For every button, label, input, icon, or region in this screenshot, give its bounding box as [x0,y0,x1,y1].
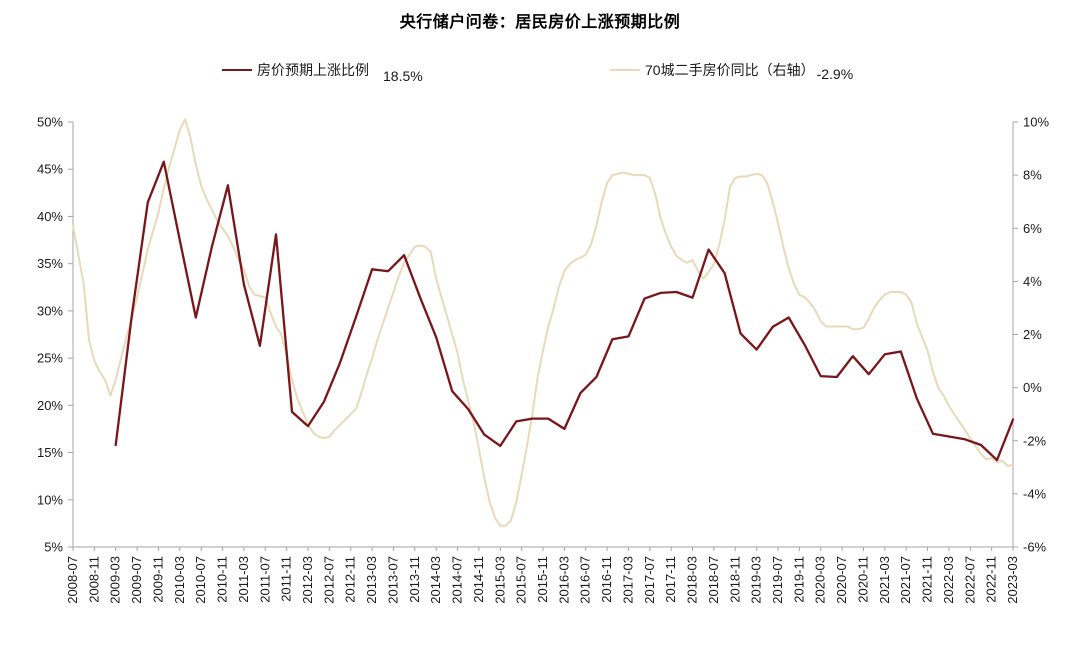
x-tick-label: 2013-07 [385,556,400,604]
y-right-tick-label: 4% [1023,274,1042,289]
y-right-tick-label: 10% [1023,115,1049,130]
x-tick-label: 2009-03 [108,556,123,604]
y-right-tick-label: 2% [1023,327,1042,342]
x-tick-label: 2015-11 [535,556,550,603]
x-tick-label: 2019-07 [770,556,785,604]
y-left-tick-label: 25% [37,351,63,366]
y-left-tick-label: 5% [44,540,63,555]
x-tick-label: 2021-11 [920,556,935,603]
y-right-tick-label: 0% [1023,380,1042,395]
x-tick-label: 2018-11 [727,556,742,603]
x-tick-label: 2022-11 [984,556,999,603]
x-tick-label: 2010-07 [193,556,208,604]
x-tick-label: 2018-03 [685,556,700,604]
x-tick-label: 2016-03 [556,556,571,604]
x-tick-label: 2019-11 [791,556,806,603]
y-right-tick-label: 6% [1023,221,1042,236]
x-tick-label: 2017-11 [663,556,678,603]
x-tick-label: 2021-07 [898,556,913,604]
x-tick-label: 2023-03 [1005,556,1020,604]
legend-item-70city-yoy: 70城二手房价同比（右轴） -2.9% [610,60,854,82]
x-tick-label: 2013-11 [407,556,422,603]
x-tick-label: 2010-03 [172,556,187,604]
x-tick-label: 2008-07 [65,556,80,604]
x-tick-label: 2009-07 [129,556,144,604]
y-left-tick-label: 10% [37,492,63,507]
legend-latest-value-70city-yoy: -2.9% [816,66,854,82]
y-left-tick-label: 45% [37,162,63,177]
y-left-tick-label: 20% [37,398,63,413]
x-tick-label: 2016-11 [599,556,614,603]
x-tick-label: 2011-07 [257,556,272,603]
y-left-tick-label: 15% [37,445,63,460]
x-tick-label: 2014-11 [471,556,486,603]
x-tick-label: 2015-07 [514,556,529,604]
x-tick-label: 2009-11 [150,556,165,603]
series-line-price-expectation [114,160,1015,462]
x-tick-label: 2021-03 [877,556,892,604]
x-tick-label: 2011-11 [279,556,294,602]
x-tick-label: 2012-03 [300,556,315,604]
y-right-tick-label: -4% [1023,486,1047,501]
x-tick-label: 2022-07 [962,556,977,604]
legend-line-swatch-dark-red [222,69,252,71]
legend-label-70city-yoy: 70城二手房价同比（右轴） [645,62,815,78]
y-right-tick-label: 8% [1023,168,1042,183]
legend-latest-value-price-expectation: 18.5% [383,68,423,84]
x-tick-label: 2020-11 [855,556,870,603]
x-tick-label: 2020-03 [813,556,828,604]
legend-item-price-expectation: 房价预期上涨比例 18.5% [222,60,423,84]
x-tick-label: 2013-03 [364,556,379,604]
y-left-tick-label: 50% [37,115,63,130]
x-tick-label: 2008-11 [86,556,101,603]
x-tick-label: 2018-07 [706,556,721,604]
x-tick-label: 2016-07 [578,556,593,604]
x-tick-label: 2019-03 [749,556,764,604]
x-tick-label: 2017-03 [620,556,635,604]
x-tick-label: 2011-03 [236,556,251,603]
legend-line-swatch-beige [610,69,640,71]
x-tick-label: 2012-07 [321,556,336,604]
legend-label-price-expectation: 房价预期上涨比例 [257,62,369,78]
y-right-tick-label: -6% [1023,540,1047,555]
x-tick-label: 2017-07 [642,556,657,604]
series-line-70city-yoy [72,118,1014,527]
y-left-tick-label: 35% [37,256,63,271]
x-tick-label: 2022-03 [941,556,956,604]
x-tick-label: 2014-03 [428,556,443,604]
y-left-tick-label: 40% [37,209,63,224]
chart-title: 央行储户问卷：居民房价上涨预期比例 [399,14,681,31]
legend: 房价预期上涨比例 18.5% 70城二手房价同比（右轴） -2.9% [0,56,1080,90]
y-left-tick-label: 30% [37,303,63,318]
x-tick-label: 2020-07 [834,556,849,604]
x-tick-label: 2015-03 [492,556,507,604]
x-tick-label: 2010-11 [215,556,230,603]
x-tick-label: 2012-11 [343,556,358,603]
y-right-tick-label: -2% [1023,433,1047,448]
x-tick-label: 2014-07 [450,556,465,604]
